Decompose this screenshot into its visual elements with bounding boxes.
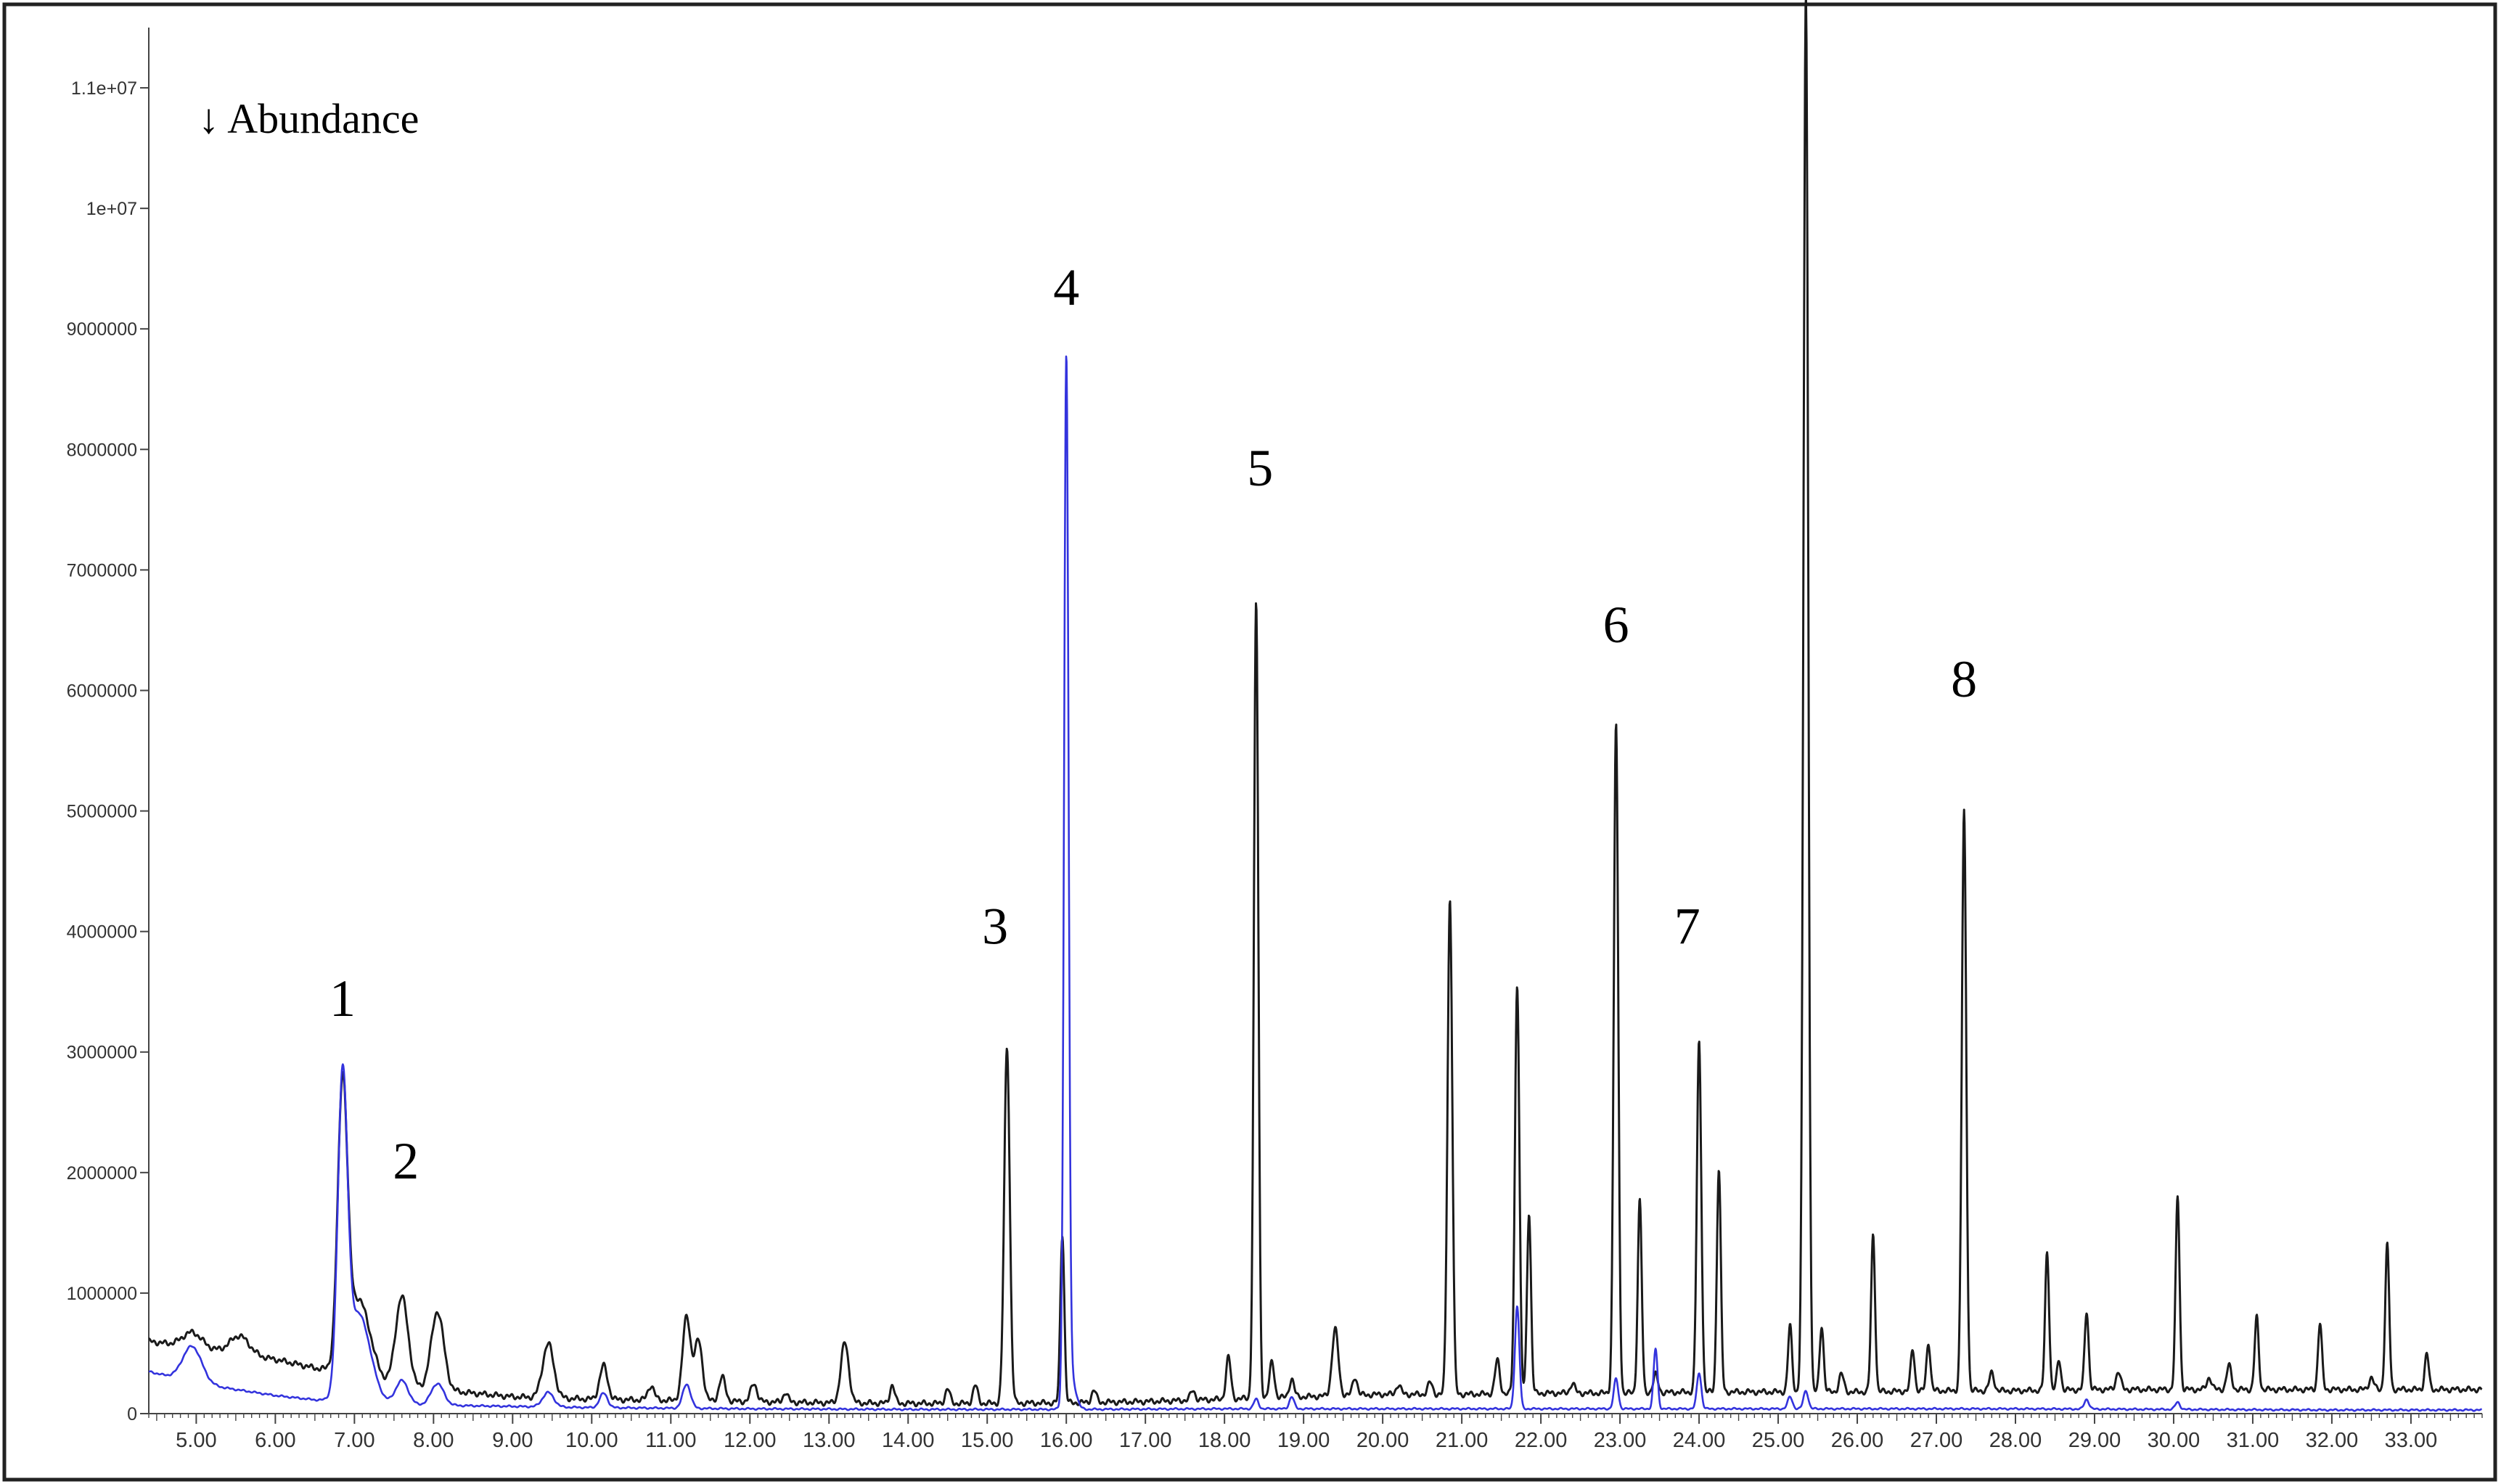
y-tick-label: 1.1e+07 bbox=[71, 78, 137, 99]
y-tick-label: 1000000 bbox=[67, 1284, 137, 1304]
peak-label: 2 bbox=[393, 1132, 419, 1190]
y-tick-label: 5000000 bbox=[67, 802, 137, 822]
x-tick-label: 21.00 bbox=[1436, 1429, 1489, 1452]
x-tick-label: 7.00 bbox=[334, 1429, 374, 1452]
x-tick-label: 24.00 bbox=[1673, 1429, 1726, 1452]
y-tick-label: 0 bbox=[127, 1404, 137, 1424]
x-tick-label: 30.00 bbox=[2148, 1429, 2201, 1452]
y-tick-label: 9000000 bbox=[67, 319, 137, 340]
x-tick-label: 12.00 bbox=[724, 1429, 777, 1452]
x-tick-label: 5.00 bbox=[176, 1429, 216, 1452]
peak-label: 3 bbox=[982, 897, 1008, 955]
x-tick-label: 15.00 bbox=[961, 1429, 1014, 1452]
x-tick-label: 17.00 bbox=[1119, 1429, 1172, 1452]
peak-label: 8 bbox=[1951, 650, 1977, 708]
x-tick-label: 20.00 bbox=[1356, 1429, 1409, 1452]
x-tick-label: 19.00 bbox=[1277, 1429, 1330, 1452]
y-tick-label: 2000000 bbox=[67, 1163, 137, 1184]
y-tick-label: 4000000 bbox=[67, 922, 137, 943]
x-tick-label: 25.00 bbox=[1752, 1429, 1805, 1452]
x-tick-label: 29.00 bbox=[2068, 1429, 2121, 1452]
x-tick-label: 10.00 bbox=[565, 1429, 618, 1452]
y-tick-label: 6000000 bbox=[67, 681, 137, 701]
x-tick-label: 23.00 bbox=[1594, 1429, 1647, 1452]
peak-labels: 1 2 3 4 5 6 7 8 bbox=[329, 258, 1977, 1190]
x-tick-label: 31.00 bbox=[2227, 1429, 2280, 1452]
x-tick-label: 28.00 bbox=[1989, 1429, 2042, 1452]
peak-label: 4 bbox=[1053, 258, 1079, 316]
y-tick-label: 8000000 bbox=[67, 440, 137, 460]
plot-area: 1.1e+07 1e+07 9000000 8000000 7000000 6000000… bbox=[67, 0, 2483, 1452]
x-tick-label: 6.00 bbox=[255, 1429, 295, 1452]
x-tick-label: 27.00 bbox=[1910, 1429, 1963, 1452]
peak-label: 5 bbox=[1247, 439, 1273, 497]
x-tick-label: 18.00 bbox=[1198, 1429, 1251, 1452]
series-line-1 bbox=[148, 355, 2483, 1412]
y-tick-label: 3000000 bbox=[67, 1043, 137, 1063]
y-axis-label: ↓ Abundance bbox=[198, 95, 419, 142]
x-tick-label: 26.00 bbox=[1831, 1429, 1884, 1452]
peak-label: 7 bbox=[1674, 897, 1700, 955]
peak-label: 6 bbox=[1603, 596, 1629, 654]
x-tick-label: 16.00 bbox=[1040, 1429, 1093, 1452]
x-tick-label: 8.00 bbox=[413, 1429, 454, 1452]
y-tick-label: 1e+07 bbox=[86, 199, 137, 219]
x-tick-label: 9.00 bbox=[492, 1429, 533, 1452]
x-tick-label: 32.00 bbox=[2306, 1429, 2359, 1452]
series-line-0 bbox=[148, 0, 2483, 1408]
x-tick-label: 14.00 bbox=[882, 1429, 935, 1452]
x-ticks: 5.00 6.00 7.00 8.00 9.00 10.00 11.00 12.00 13.00… bbox=[148, 1414, 2483, 1452]
y-tick-label: 7000000 bbox=[67, 560, 137, 581]
peak-label: 1 bbox=[329, 969, 356, 1028]
x-tick-label: 22.00 bbox=[1515, 1429, 1568, 1452]
x-tick-label: 33.00 bbox=[2385, 1429, 2438, 1452]
series-layer bbox=[148, 0, 2483, 1412]
x-tick-label: 13.00 bbox=[803, 1429, 856, 1452]
y-ticks: 1.1e+07 1e+07 9000000 8000000 7000000 6000000… bbox=[67, 78, 149, 1424]
x-tick-label: 11.00 bbox=[645, 1429, 696, 1452]
